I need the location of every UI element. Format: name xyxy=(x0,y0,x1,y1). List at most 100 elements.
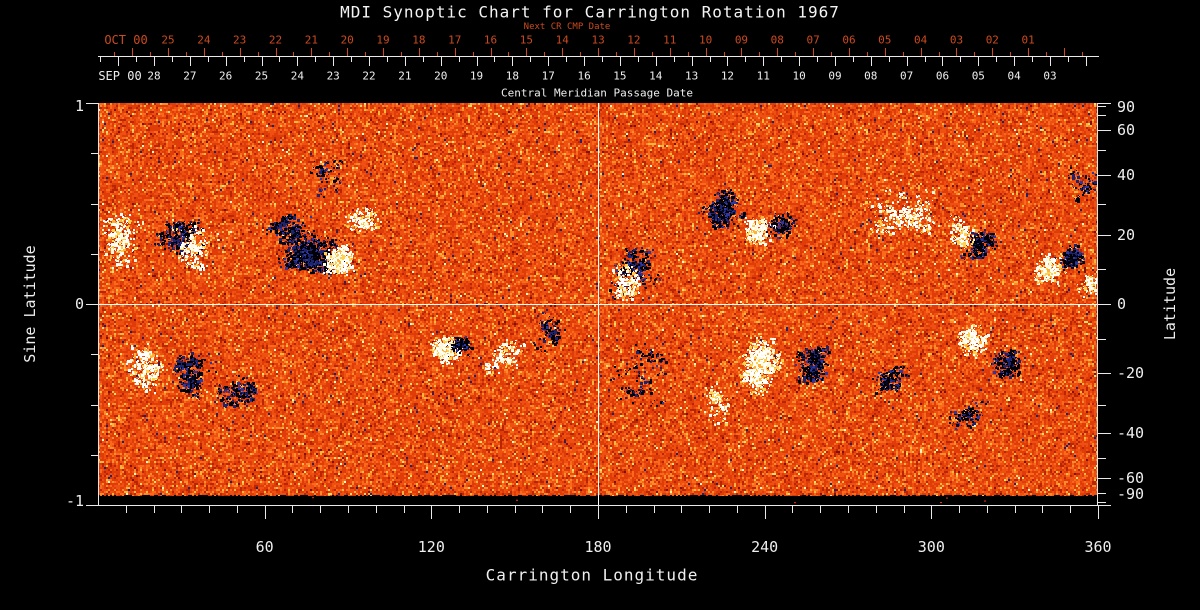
cmp-tick xyxy=(512,57,514,66)
cmp-day-label: 17 xyxy=(541,69,555,83)
cmp-tick xyxy=(333,57,335,66)
cmp-day-label: 10 xyxy=(792,69,806,83)
cmp-tick xyxy=(745,57,747,62)
cmp-day-label: 18 xyxy=(505,69,520,83)
longitude-tick xyxy=(792,506,794,513)
next-cr-day-label: 01 xyxy=(1021,33,1035,47)
latitude-tick-label: -20 xyxy=(1117,363,1145,382)
longitude-tick xyxy=(709,506,711,513)
next-cr-day-label: 25 xyxy=(161,33,175,47)
cmp-day-label: 21 xyxy=(398,69,412,83)
sine-latitude-tick xyxy=(91,454,98,456)
next-cr-tick xyxy=(490,48,492,56)
next-cr-tick xyxy=(687,52,689,56)
next-cr-tick xyxy=(472,52,474,56)
longitude-tick xyxy=(403,506,405,513)
longitude-tick xyxy=(986,506,988,513)
cmp-tick xyxy=(870,57,872,66)
sine-latitude-tick-label: -1 xyxy=(65,492,84,510)
sine-latitude-tick xyxy=(91,354,98,356)
cmp-tick xyxy=(727,57,729,66)
longitude-tick xyxy=(570,506,572,513)
next-cr-tick xyxy=(974,52,976,56)
cmp-day-label: 08 xyxy=(864,69,878,83)
cmp-tick xyxy=(297,57,299,66)
next-cr-tick xyxy=(813,48,815,56)
cmp-tick xyxy=(315,57,317,62)
latitude-tick-label: -90 xyxy=(1117,485,1145,503)
latitude-tick xyxy=(1098,478,1111,480)
next-cr-day-label: 15 xyxy=(519,33,534,47)
cmp-tick xyxy=(189,57,191,66)
latitude-tick-label: 90 xyxy=(1117,98,1136,116)
latitude-tick-label: 0 xyxy=(1117,295,1127,313)
cmp-tick xyxy=(494,57,496,62)
magnetogram-image xyxy=(98,103,1098,505)
next-cr-tick xyxy=(669,48,671,56)
next-cr-tick xyxy=(992,48,994,56)
y-axis-right-title: Latitude xyxy=(1161,267,1179,341)
latitude-tick xyxy=(1098,150,1106,152)
longitude-tick xyxy=(431,506,433,519)
cmp-tick xyxy=(225,57,227,66)
latitude-tick xyxy=(1098,404,1106,406)
cmp-day-label: 12 xyxy=(720,69,735,83)
cmp-tick xyxy=(440,57,442,66)
next-cr-day-label: 21 xyxy=(304,33,318,47)
chart-title: MDI Synoptic Chart for Carrington Rotati… xyxy=(340,2,840,22)
next-cr-tick xyxy=(114,52,116,56)
next-cr-day-label: 07 xyxy=(806,33,820,47)
cmp-tick xyxy=(261,57,263,66)
next-cr-day-label: 12 xyxy=(627,33,641,47)
latitude-tick xyxy=(1098,269,1106,271)
next-cr-tick xyxy=(633,48,635,56)
cmp-tick xyxy=(888,57,890,62)
cmp-tick xyxy=(978,57,980,66)
next-cr-tick xyxy=(920,48,922,56)
latitude-tick xyxy=(1098,457,1106,459)
cmp-tick xyxy=(942,57,944,66)
next-cr-tick xyxy=(544,52,546,56)
cmp-tick xyxy=(476,57,478,66)
next-cr-tick xyxy=(185,52,187,56)
cmp-tick xyxy=(834,57,836,66)
next-cr-tick xyxy=(795,52,797,56)
next-cr-axis-title: Next CR CMP Date xyxy=(523,22,611,32)
longitude-tick xyxy=(514,506,516,513)
cmp-tick xyxy=(906,57,908,66)
next-cr-tick xyxy=(454,48,456,56)
cmp-day-label: 13 xyxy=(684,69,699,83)
cmp-tick xyxy=(781,57,783,62)
latitude-tick xyxy=(1098,203,1106,205)
next-cr-tick xyxy=(221,52,223,56)
cmp-day-label: 24 xyxy=(290,69,304,83)
next-cr-tick xyxy=(1046,52,1048,56)
latitude-tick xyxy=(1098,235,1111,237)
next-cr-tick xyxy=(1028,48,1030,56)
cmp-tick xyxy=(118,57,120,66)
sine-latitude-tick xyxy=(91,203,98,205)
next-cr-tick xyxy=(723,52,725,56)
cmp-tick xyxy=(136,57,138,62)
next-cr-tick xyxy=(329,52,331,56)
next-cr-tick xyxy=(1081,52,1083,56)
cmp-tick xyxy=(1085,57,1087,66)
plot-right-border xyxy=(1097,103,1098,506)
latitude-tick-label: -60 xyxy=(1117,469,1145,488)
cmp-tick xyxy=(171,57,173,62)
longitude-tick xyxy=(681,506,683,513)
cmp-tick xyxy=(458,57,460,62)
cmp-tick xyxy=(799,57,801,66)
longitude-tick xyxy=(292,506,294,513)
cmp-day-label: 27 xyxy=(183,69,197,83)
longitude-tick xyxy=(653,506,655,513)
cmp-axis-title: Central Meridian Passage Date xyxy=(500,86,694,100)
next-cr-tick xyxy=(311,48,313,56)
longitude-tick xyxy=(1014,506,1016,513)
longitude-tick xyxy=(459,506,461,513)
next-cr-tick xyxy=(938,52,940,56)
sine-latitude-tick xyxy=(86,505,98,506)
latitude-tick xyxy=(1098,501,1106,503)
next-cr-day-label: 22 xyxy=(268,33,283,47)
